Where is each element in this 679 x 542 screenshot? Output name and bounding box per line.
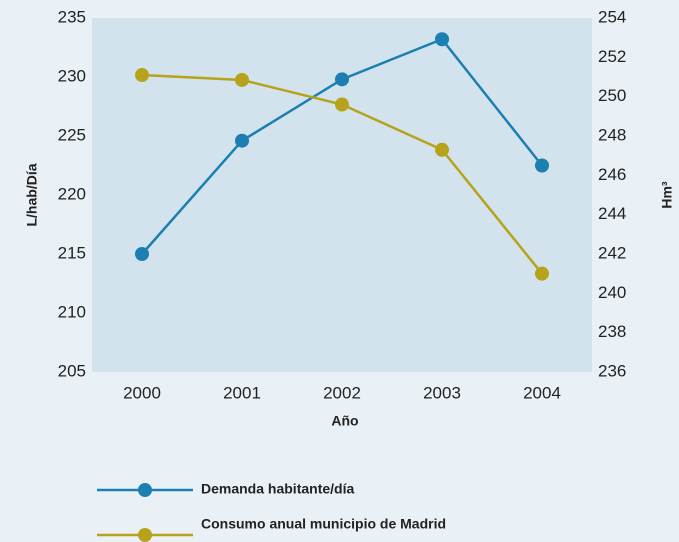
legend-marker [138,483,152,497]
legend-label: Consumo anual municipio de Madrid [201,516,446,532]
point [335,72,349,87]
y-tick-label: 230 [58,66,86,85]
point [135,247,149,261]
y-tick-label: 225 [58,125,86,144]
y2-tick-label: 238 [598,322,626,341]
y2-tick-label: 242 [598,243,626,262]
y2-tick-label: 240 [598,283,626,302]
point [435,32,449,47]
y2-tick-label: 244 [598,204,626,223]
y-tick-label: 235 [58,7,86,26]
y-tick-label: 215 [58,243,86,262]
y2-tick-label: 236 [598,361,626,380]
x-axis-title: Año [331,413,358,429]
y2-tick-label: 252 [598,47,626,66]
point [435,142,449,157]
point [235,133,249,148]
y2-tick-label: 254 [598,7,626,26]
legend-marker [138,528,152,542]
legend-label: Demanda habitante/día [201,481,354,497]
y-tick-label: 205 [58,361,86,380]
x-tick-label: 2004 [523,383,561,402]
y-axis-title: L/hab/Día [24,163,40,226]
x-tick-label: 2002 [323,383,361,402]
point [535,266,549,281]
plot-area [92,18,592,372]
y-tick-label: 210 [58,302,86,321]
y2-tick-label: 250 [598,86,626,105]
point [135,68,149,83]
point [235,72,249,87]
point [335,97,349,112]
y2-tick-label: 246 [598,165,626,184]
x-tick-label: 2001 [223,383,261,402]
x-tick-label: 2003 [423,383,461,402]
point [535,158,549,173]
y2-tick-label: 248 [598,125,626,144]
y-tick-label: 220 [58,184,86,203]
y2-axis-title: Hm³ [659,181,675,209]
x-tick-label: 2000 [123,383,161,402]
